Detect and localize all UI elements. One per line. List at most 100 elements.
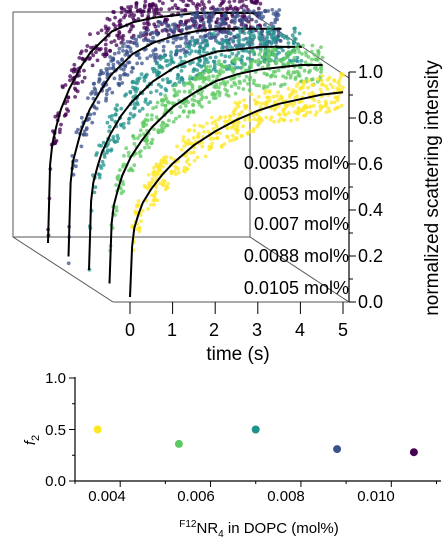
data-point [68,74,72,79]
data-point [295,55,300,60]
data-point [217,24,222,29]
data-point [148,54,153,58]
data-point [244,74,249,79]
data-point [197,100,201,104]
data-point [119,123,124,128]
data-point [107,114,112,119]
data-point [200,104,204,109]
legend-entry-2: 0.007 mol% [254,214,349,234]
data-point [320,82,324,87]
data-point [194,49,198,54]
data-point [74,158,79,163]
data-point [252,9,256,14]
data-point [135,9,140,14]
data-point [251,81,256,86]
data-point [309,57,314,62]
data-point [158,92,163,96]
data-point [295,110,300,115]
data-point [202,34,207,39]
data-point [245,131,250,136]
data-point [194,21,199,26]
data-point [264,88,268,93]
legend-entry-0: 0.0035 mol% [244,153,349,173]
data-point [117,46,122,51]
data-point [208,55,213,60]
data-point [338,76,343,80]
data-point [170,101,175,106]
data-point [122,41,126,46]
data-point [141,38,146,43]
data-point [178,44,183,49]
data-point [152,8,156,13]
fit-line [47,12,261,244]
data-point [192,123,197,128]
data-point [275,11,280,16]
data-point [273,74,278,79]
data-point [135,77,140,82]
data-point [177,80,182,84]
data-point [150,193,155,198]
data-point [103,54,107,59]
data-point [94,50,98,55]
data-point [200,73,205,78]
data-point [241,61,246,66]
data-point [287,95,292,99]
data-point [319,70,323,74]
data-point [187,162,192,167]
data-point [187,81,191,86]
data-point [232,67,237,72]
data-point [227,0,232,4]
data-point [295,94,299,99]
data-point [110,117,114,122]
xlabel-sup: F12 [179,519,197,530]
data-point [109,147,114,152]
data-point [256,122,261,127]
data-point [192,150,196,155]
data-point [291,103,295,108]
xlabel-sub: 4 [218,529,224,540]
data-point [252,98,257,102]
data-point [104,92,109,97]
data-point [336,105,341,110]
z-axis-tick-labels: 0.0 0.2 0.4 0.6 0.8 1.0 [358,62,383,312]
data-point [278,38,283,43]
data-point [300,52,304,56]
data-point [105,88,109,93]
data-point [96,31,100,35]
data-point [178,55,183,60]
data-point [149,202,153,207]
f2-point-4 [409,448,418,457]
data-point [179,59,184,64]
data-point [121,37,125,42]
data-point [175,44,179,49]
data-point [182,100,187,104]
series-4 [46,0,263,244]
data-point [169,155,173,160]
data-point [242,103,247,108]
data-point [261,14,266,19]
data-point [262,60,267,64]
data-point [223,54,228,59]
data-point [179,14,184,18]
data-point [303,50,308,55]
data-point [197,59,202,64]
data-point [174,83,178,88]
data-point [223,38,228,43]
fit-line [88,45,302,271]
data-point [328,82,333,87]
data-point [241,37,246,42]
data-point [163,103,168,108]
data-point [142,119,147,124]
data-point [185,166,189,171]
data-point [191,60,195,65]
data-point [104,26,108,31]
data-point [297,31,302,36]
data-point [220,46,224,51]
data-point [189,49,194,54]
data-point [159,55,164,60]
data-point [237,0,242,4]
data-point [233,91,238,96]
data-point [176,73,181,78]
data-point [195,155,200,160]
data-point [123,93,127,98]
